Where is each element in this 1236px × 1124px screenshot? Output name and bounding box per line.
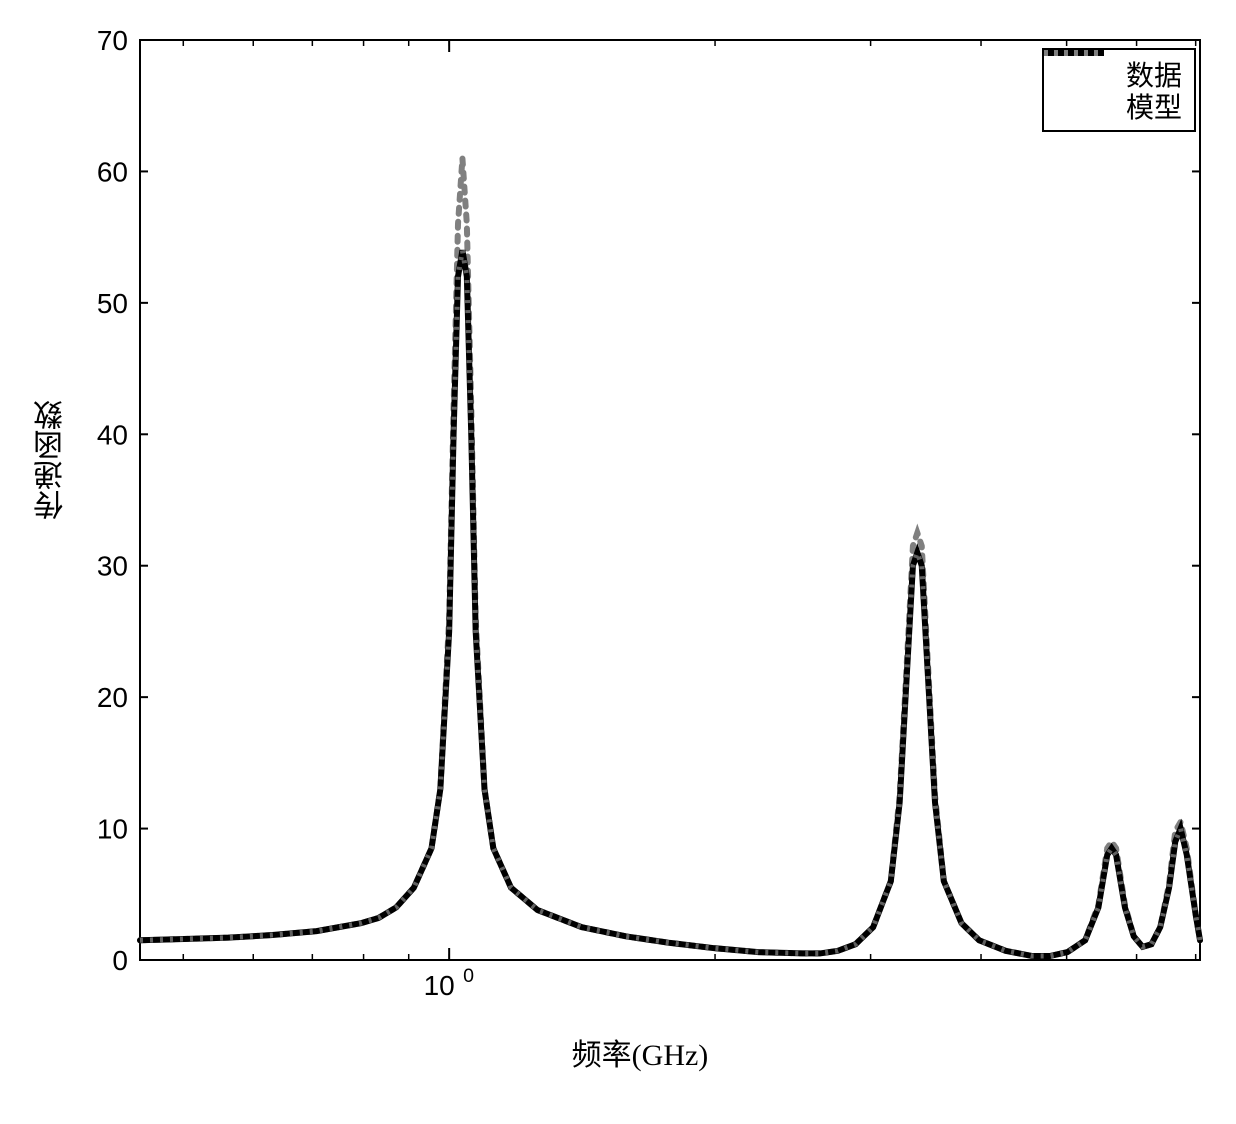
svg-text:50: 50 bbox=[97, 288, 128, 319]
legend: 数据 模型 bbox=[1042, 48, 1196, 132]
svg-text:10: 10 bbox=[424, 970, 455, 1001]
svg-text:10: 10 bbox=[97, 814, 128, 845]
svg-text:40: 40 bbox=[97, 419, 128, 450]
legend-swatch-model bbox=[1056, 96, 1116, 116]
svg-text:60: 60 bbox=[97, 156, 128, 187]
svg-text:0: 0 bbox=[463, 965, 474, 987]
chart-svg: 0 10 20 30 40 50 60 70 10 0 bbox=[20, 20, 1216, 1104]
legend-swatch-data bbox=[1056, 64, 1116, 84]
chart-container: 0 10 20 30 40 50 60 70 10 0 传递函数 频率(GHz) 数据 模型 bbox=[20, 20, 1216, 1104]
legend-label-model: 模型 bbox=[1126, 86, 1182, 126]
y-axis-label: 传递函数 bbox=[30, 400, 74, 520]
svg-text:70: 70 bbox=[97, 25, 128, 56]
svg-text:30: 30 bbox=[97, 551, 128, 582]
svg-text:20: 20 bbox=[97, 682, 128, 713]
x-axis-label: 频率(GHz) bbox=[540, 1030, 740, 1074]
legend-row-model: 模型 bbox=[1056, 90, 1182, 122]
svg-text:0: 0 bbox=[112, 945, 128, 976]
